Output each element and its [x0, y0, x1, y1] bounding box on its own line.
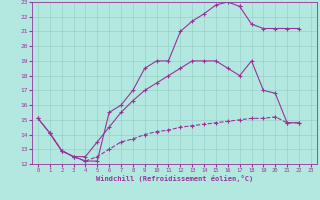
X-axis label: Windchill (Refroidissement éolien,°C): Windchill (Refroidissement éolien,°C): [96, 175, 253, 182]
